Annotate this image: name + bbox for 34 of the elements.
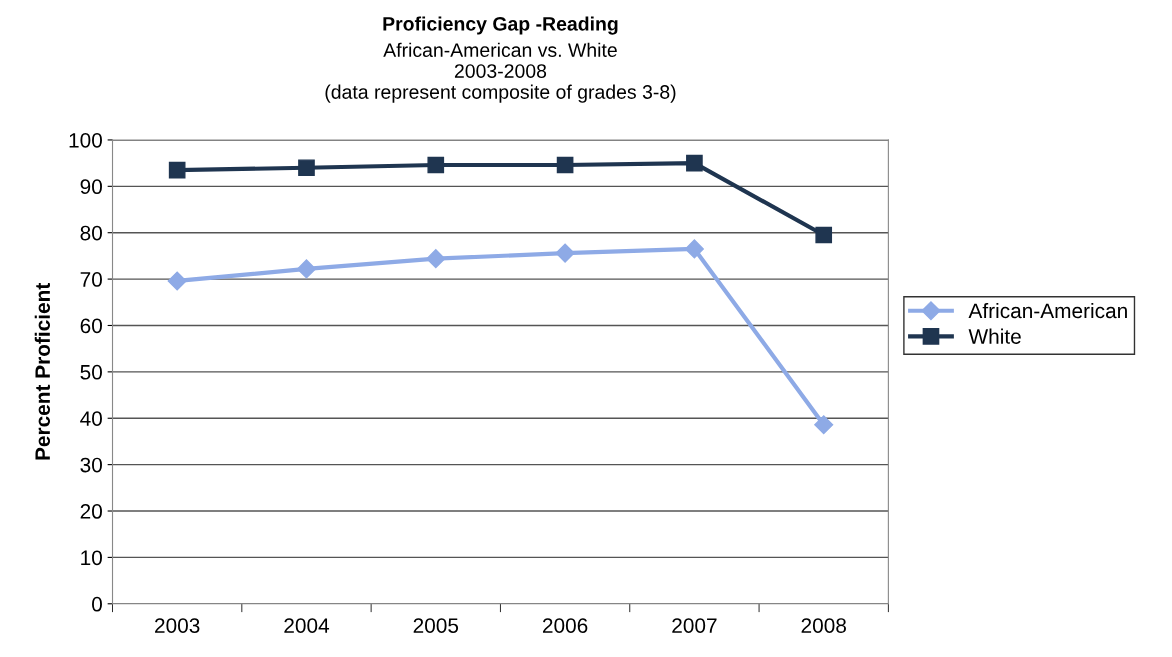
y-tick-label: 40 bbox=[80, 411, 102, 426]
y-tick-label: 90 bbox=[80, 179, 102, 195]
point bbox=[555, 243, 575, 263]
y-tick-label: 80 bbox=[80, 225, 102, 241]
y-tick-label: 60 bbox=[80, 318, 102, 334]
point bbox=[556, 156, 574, 174]
x-tick-label: 2006 bbox=[542, 618, 588, 633]
point bbox=[298, 159, 315, 177]
chart-title: Proficiency Gap -Reading bbox=[383, 16, 618, 35]
point bbox=[427, 156, 445, 174]
point bbox=[168, 161, 186, 179]
y-tick-label: 20 bbox=[80, 504, 102, 519]
legend-label: White bbox=[968, 328, 1021, 344]
legend-label: African-American bbox=[968, 302, 1127, 319]
point bbox=[296, 259, 317, 279]
y-tick-label: 0 bbox=[92, 596, 102, 612]
point bbox=[815, 226, 833, 244]
point bbox=[167, 271, 187, 291]
y-tick-label: 30 bbox=[80, 457, 102, 473]
y-tick-label: 10 bbox=[81, 550, 102, 566]
x-tick-label: 2005 bbox=[413, 618, 459, 633]
y-tick-label: 100 bbox=[69, 132, 102, 148]
x-tick-label: 2004 bbox=[284, 618, 330, 633]
y-axis-title: Percent Proficient bbox=[34, 282, 51, 460]
point bbox=[426, 249, 446, 269]
x-tick-label: 2008 bbox=[801, 618, 846, 633]
x-tick-label: 2007 bbox=[672, 618, 717, 633]
point bbox=[814, 415, 834, 435]
y-tick-label: 70 bbox=[80, 272, 102, 287]
point bbox=[684, 239, 704, 259]
y-tick-label: 50 bbox=[80, 364, 102, 380]
x-tick-label: 2003 bbox=[155, 618, 200, 633]
chart-subtitle: African-American vs. White 2003-2008 (data represent composite of grades 3-8) bbox=[325, 42, 676, 103]
point bbox=[686, 154, 703, 172]
